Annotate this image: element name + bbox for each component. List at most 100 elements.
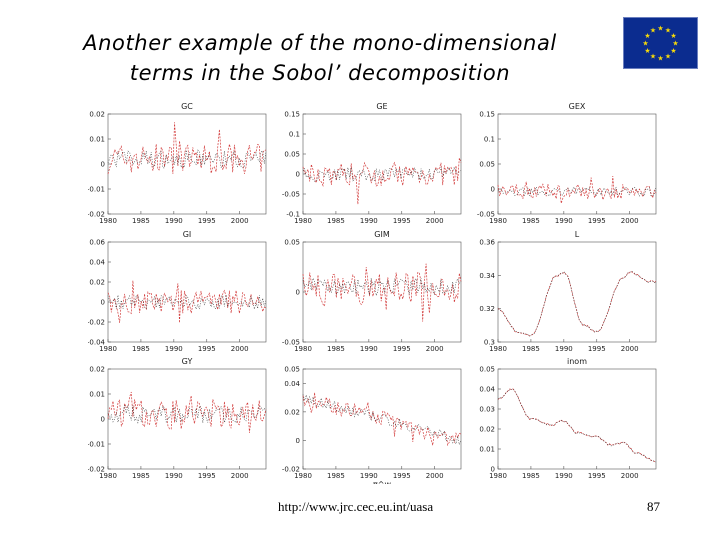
panel-frame <box>497 368 657 470</box>
x-tick-label: 1990 <box>165 345 183 353</box>
y-tick-label: 0.02 <box>89 366 105 374</box>
figure-panels: GC 0.02 0.01 0 -0.01 -0.02 1980 1985 1990 1995 200… <box>88 96 662 484</box>
x-tick-label: 1990 <box>165 472 183 480</box>
x-tick-label: 1985 <box>327 472 345 480</box>
page-number: 87 <box>647 499 660 514</box>
x-tick-label: 1990 <box>360 472 378 480</box>
x-tick-label: 1980 <box>294 217 312 225</box>
flag-star-icon: ★ <box>657 25 663 33</box>
y-tick-label: 0.32 <box>479 305 495 313</box>
x-tick-label: 1980 <box>294 472 312 480</box>
x-tick-label: 1985 <box>132 345 150 353</box>
y-tick-label: 0.3 <box>484 339 495 347</box>
panel-frame <box>107 241 267 343</box>
panel-title: inom <box>567 357 587 366</box>
y-tick-label: -0.1 <box>286 211 300 219</box>
panel-title: GY <box>182 357 193 366</box>
y-tick-label: 0.05 <box>284 366 300 374</box>
x-tick-label: 1985 <box>327 217 345 225</box>
panel-frame <box>302 241 462 343</box>
slide-title: Another example of the mono-dimensional … <box>70 28 570 88</box>
x-tick-label: 1985 <box>522 217 540 225</box>
x-tick-label: 1995 <box>393 345 411 353</box>
y-tick-label: 0.02 <box>89 279 105 287</box>
y-tick-label: -0.01 <box>88 186 105 194</box>
panel-title: GI <box>183 230 192 239</box>
footer-url[interactable]: http://www.jrc.cec.eu.int/uasa <box>278 499 434 514</box>
y-tick-label: -0.01 <box>88 441 105 449</box>
x-tick-label: 2000 <box>621 345 639 353</box>
x-tick-label: 1995 <box>588 345 606 353</box>
flag-star-icon: ★ <box>642 40 648 48</box>
x-tick-label: 1995 <box>198 472 216 480</box>
y-tick-label: 0.05 <box>284 239 300 247</box>
y-tick-label: 0 <box>491 466 495 474</box>
y-tick-label: 0.02 <box>89 111 105 119</box>
y-tick-label: 0.02 <box>284 408 300 416</box>
flag-star-icon: ★ <box>665 52 671 60</box>
series-line-red <box>302 157 462 205</box>
eu-flag-graphic: ★ ★★★★★★★★★★★ <box>642 25 678 63</box>
series-line-red <box>497 271 657 337</box>
x-tick-label: 1995 <box>393 472 411 480</box>
y-tick-label: 0.02 <box>479 426 495 434</box>
panel-frame <box>107 113 267 215</box>
x-axis-label: π^w <box>373 480 392 484</box>
series-line-dark <box>107 405 267 424</box>
y-tick-label: -0.05 <box>282 191 300 199</box>
y-tick-label: 0 <box>101 416 105 424</box>
flag-star-icon: ★ <box>672 40 678 48</box>
x-tick-label: 1990 <box>555 472 573 480</box>
eu-flag-icon: ★ ★ ★ ★ ★ ★ ★ ★ ★ ★ ★ ★ <box>623 17 698 69</box>
title-line-2: terms in the Sobol’ decomposition <box>129 61 511 85</box>
x-tick-label: 1980 <box>99 472 117 480</box>
x-tick-label: 2000 <box>231 217 249 225</box>
series-line-red <box>107 391 267 433</box>
x-tick-label: 1985 <box>522 472 540 480</box>
y-tick-label: -0.02 <box>88 466 105 474</box>
y-tick-label: 0.03 <box>479 406 495 414</box>
panel-frame <box>497 241 657 343</box>
x-tick-label: 1980 <box>294 345 312 353</box>
x-tick-label: 2000 <box>426 472 444 480</box>
x-tick-label: 1980 <box>99 217 117 225</box>
x-tick-label: 1995 <box>198 217 216 225</box>
panel-title: GIM <box>374 230 390 239</box>
flag-star-icon: ★ <box>670 32 676 40</box>
panel-title: GC <box>181 102 193 111</box>
y-tick-label: 0.01 <box>89 136 105 144</box>
x-tick-label: 1995 <box>588 217 606 225</box>
x-tick-label: 2000 <box>426 217 444 225</box>
x-tick-label: 1985 <box>522 345 540 353</box>
series-line-dark <box>302 394 462 446</box>
x-tick-label: 1980 <box>489 217 507 225</box>
y-tick-label: -0.05 <box>477 211 495 219</box>
x-tick-label: 1990 <box>360 345 378 353</box>
x-tick-label: 2000 <box>621 217 639 225</box>
title-line-1: Another example of the mono-dimensional <box>83 31 557 55</box>
y-tick-label: 0.04 <box>479 386 495 394</box>
x-tick-label: 1985 <box>132 472 150 480</box>
x-tick-label: 2000 <box>621 472 639 480</box>
flag-star-icon: ★ <box>644 47 650 55</box>
flag-star-icon: ★ <box>650 27 656 35</box>
y-tick-label: 0 <box>296 437 300 445</box>
series-line-dark <box>497 388 657 463</box>
series-line-dark <box>302 277 462 296</box>
series-line-red <box>107 280 267 323</box>
series-line-red <box>302 263 462 322</box>
y-tick-label: 0.06 <box>89 239 105 247</box>
y-tick-label: 0.34 <box>479 272 495 280</box>
x-tick-label: 1990 <box>555 345 573 353</box>
y-tick-label: -0.05 <box>282 339 300 347</box>
panel-frame <box>302 113 462 215</box>
x-tick-label: 2000 <box>426 345 444 353</box>
y-tick-label: 0.04 <box>89 259 105 267</box>
